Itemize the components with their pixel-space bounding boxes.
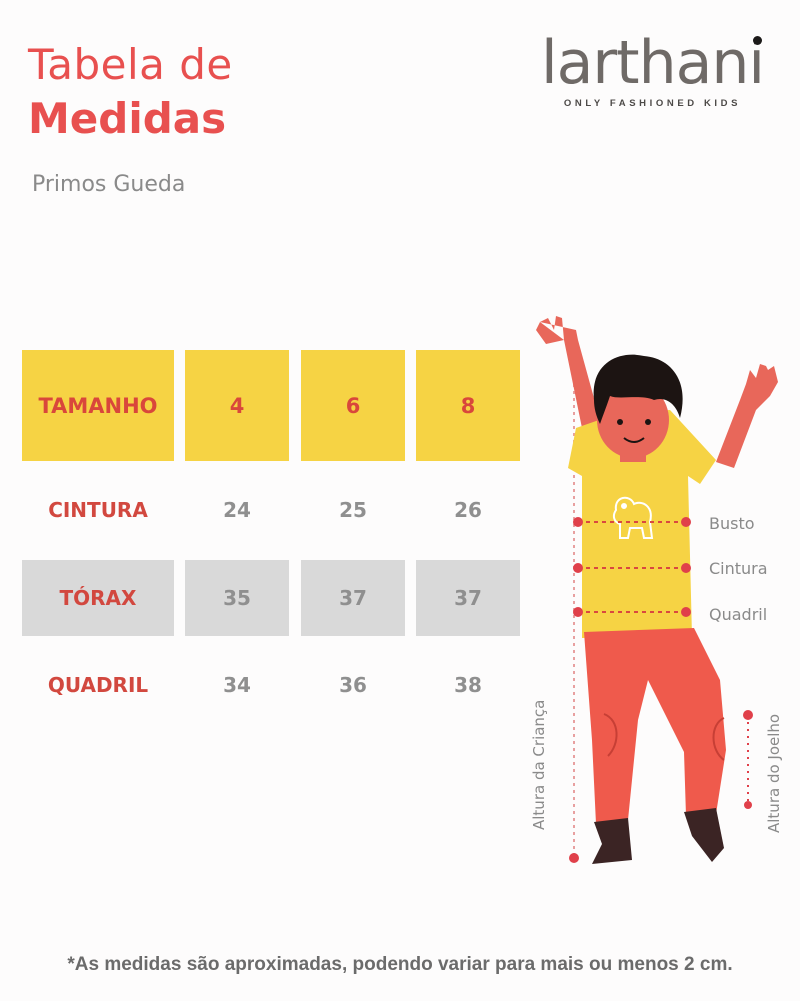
label-quadril: Quadril	[709, 605, 768, 624]
table-cell: 37	[301, 560, 405, 636]
page-title-line-1: Tabela de	[28, 40, 233, 89]
table-cell: 35	[185, 560, 289, 636]
logo-dot	[753, 36, 763, 45]
table-header-8: 8	[416, 350, 520, 461]
right-arm	[716, 364, 778, 468]
table-header-4: 4	[185, 350, 289, 461]
knee-guide-top-dot	[743, 710, 753, 720]
logo-text: larthani	[540, 28, 765, 98]
label-altura-joelho: Altura do Joelho	[765, 713, 783, 833]
label-busto: Busto	[709, 514, 755, 533]
left-arm	[540, 316, 600, 428]
table-cell: 26	[454, 498, 482, 522]
page-title-line-2: Medidas	[28, 94, 227, 143]
height-guide-bottom-dot	[569, 853, 579, 863]
table-cell: 25	[339, 498, 367, 522]
label-altura-crianca: Altura da Criança	[530, 699, 548, 830]
table-header-size: TAMANHO	[22, 350, 174, 461]
child-measurement-illustration: Busto Cintura Quadril Altura da Criança …	[520, 300, 800, 880]
label-cintura: Cintura	[709, 559, 768, 578]
page-subtitle: Primos Gueda	[32, 172, 186, 197]
table-cell: 36	[339, 673, 367, 697]
right-shoe	[684, 808, 724, 862]
left-shoe	[592, 818, 632, 864]
row-label-quadril: QUADRIL	[47, 673, 149, 697]
table-cell: 37	[416, 560, 520, 636]
table-cell: 34	[223, 673, 251, 697]
table-cell: 38	[454, 673, 482, 697]
logo-tagline: ONLY FASHIONED KIDS	[563, 98, 742, 109]
row-label-cintura: CINTURA	[48, 498, 148, 522]
shirt	[568, 410, 716, 638]
brand-logo: larthani ONLY FASHIONED KIDS	[540, 30, 765, 109]
logo-wordmark: larthani	[540, 28, 765, 98]
knee-guide-bottom-dot	[744, 801, 752, 809]
pants	[584, 628, 726, 824]
face	[597, 382, 669, 458]
row-label-torax: TÓRAX	[22, 560, 174, 636]
child-figure-svg	[536, 316, 778, 864]
table-cell: 24	[223, 498, 251, 522]
hair	[593, 354, 683, 424]
footnote: *As medidas são aproximadas, podendo var…	[67, 954, 733, 975]
elephant-print	[612, 496, 654, 539]
table-header-6: 6	[301, 350, 405, 461]
